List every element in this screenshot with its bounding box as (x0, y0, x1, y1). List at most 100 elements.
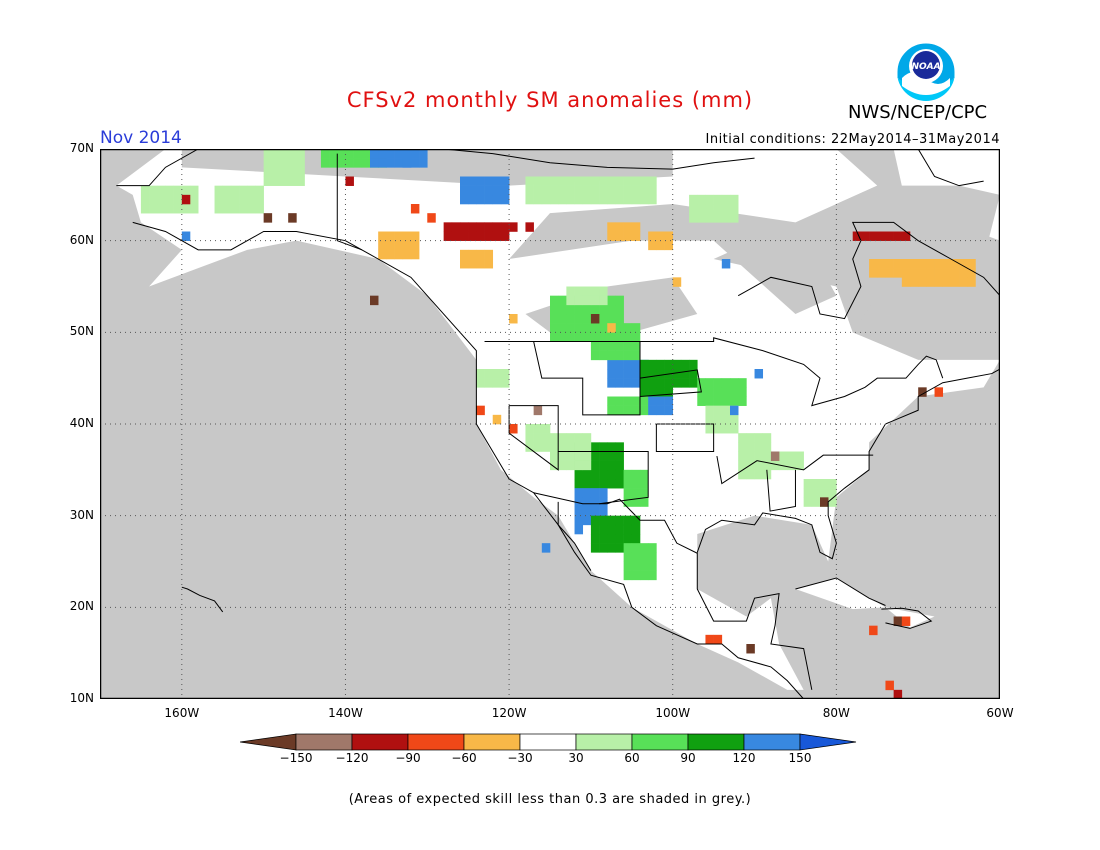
anomaly-cell (640, 570, 649, 581)
anomaly-cell (271, 158, 281, 168)
anomaly-cell (492, 369, 502, 379)
anomaly-cell (566, 194, 575, 205)
anomaly-cell (615, 369, 624, 379)
anomaly-cell (394, 231, 404, 241)
anomaly-cell (460, 249, 469, 260)
anomaly-cell (484, 369, 494, 379)
anomaly-cell (140, 185, 150, 196)
map-frame (100, 149, 1000, 699)
anomaly-cell (730, 194, 739, 205)
colorbar-swatch (519, 733, 577, 751)
anomaly-cell (648, 570, 657, 581)
anomaly-cell (566, 314, 575, 324)
anomaly-cell (525, 433, 534, 443)
anomaly-cell (574, 488, 584, 498)
anomaly-cell (738, 387, 747, 397)
anomaly-cell (149, 204, 158, 214)
anomaly-cell (296, 158, 305, 168)
anomaly-cell (615, 396, 624, 406)
anomaly-cell (566, 433, 575, 443)
anomaly-cell (476, 231, 485, 241)
anomaly-cell (582, 314, 592, 324)
anomaly-cell (574, 332, 584, 342)
anomaly-cell (558, 314, 567, 324)
anomaly-cell (656, 369, 665, 379)
anomaly-cell (492, 176, 502, 186)
anomaly-cell (631, 479, 641, 489)
anomaly-cell (680, 359, 690, 370)
anomaly-cell (500, 231, 510, 241)
anomaly-cell (558, 433, 567, 443)
colorbar-label: 30 (568, 751, 584, 765)
coastline-segment (558, 451, 649, 505)
anomaly-cell (893, 259, 903, 269)
anomaly-cell (689, 369, 698, 379)
anomaly-cell (550, 451, 559, 461)
anomaly-cell (574, 497, 584, 507)
anomaly-cell (402, 158, 412, 168)
anomaly-cell (615, 185, 624, 196)
anomaly-cell (730, 414, 739, 425)
anomaly-cell (550, 185, 559, 196)
anomaly-cell (713, 414, 723, 425)
anomaly-cell (721, 405, 731, 416)
anomaly-cell (525, 194, 534, 205)
anomaly-cell (942, 259, 952, 269)
anomaly-cell (353, 158, 363, 168)
anomaly-cell (721, 378, 731, 388)
anomaly-cell (615, 460, 624, 471)
anomaly-cell (157, 194, 166, 205)
anomaly-cell (599, 185, 608, 196)
anomaly-cell (795, 451, 804, 461)
anomaly-cell (615, 543, 624, 553)
anomaly-cell (525, 442, 534, 452)
anomaly-cell (615, 332, 624, 342)
anomaly-cell (967, 277, 976, 287)
anomaly-cell (746, 644, 755, 654)
anomaly-cell (721, 424, 731, 434)
anomaly-cell (770, 451, 780, 461)
anomaly-cell (181, 231, 191, 241)
anomaly-cell (640, 405, 649, 416)
anomaly-cell (582, 506, 592, 516)
anomaly-cell (811, 488, 821, 498)
anomaly-cell (590, 469, 600, 480)
anomaly-cell (730, 378, 739, 388)
anomaly-cell (582, 442, 592, 452)
anomaly-cell (492, 414, 502, 425)
anomaly-cell (656, 405, 665, 416)
anomaly-cell (820, 497, 829, 507)
anomaly-cell (656, 240, 665, 251)
anomaly-cell (631, 543, 641, 553)
anomaly-cell (370, 149, 379, 159)
colorbar-swatch (799, 733, 857, 751)
anomaly-cell (877, 268, 886, 278)
coastline-segment (116, 149, 199, 187)
anomaly-cell (893, 231, 903, 241)
anomaly-cell (607, 469, 616, 480)
anomaly-cell (623, 469, 633, 480)
colorbar-swatch (295, 733, 353, 751)
anomaly-cell (852, 231, 862, 241)
anomaly-cell (500, 369, 510, 379)
anomaly-cell (705, 424, 714, 434)
anomaly-cell (934, 259, 944, 269)
anomaly-cell (869, 625, 878, 636)
anomaly-cell (820, 488, 829, 498)
anomaly-cell (574, 433, 584, 443)
anomaly-cell (574, 314, 584, 324)
anomaly-cell (623, 359, 633, 370)
anomaly-cell (738, 460, 747, 471)
anomaly-cell (566, 185, 575, 196)
anomaly-cell (918, 277, 927, 287)
anomaly-cell (484, 176, 494, 186)
anomaly-cell (607, 323, 616, 333)
anomaly-cell (705, 405, 714, 416)
low-skill-area (852, 286, 1000, 351)
anomaly-cell (615, 341, 624, 351)
anomaly-cell (484, 249, 494, 260)
anomaly-cell (811, 497, 821, 507)
anomaly-cell (648, 369, 657, 379)
colorbar-swatch (575, 733, 633, 751)
anomaly-cell (443, 231, 453, 241)
